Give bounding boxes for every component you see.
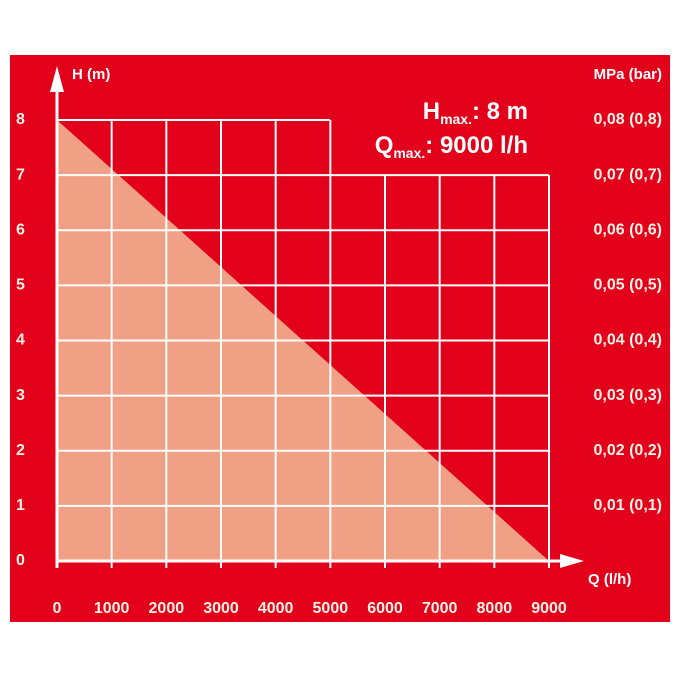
- x-tick-label: 3000: [203, 600, 239, 617]
- annotation-main: H: [423, 98, 440, 125]
- annotation: Hmax.: 8 m: [423, 98, 528, 126]
- y2-tick-label: 0,04 (0,4): [594, 332, 662, 349]
- y2-tick-label: 0,05 (0,5): [594, 277, 662, 294]
- y-axis-arrow: [50, 66, 64, 92]
- y-tick-label: 5: [16, 277, 25, 294]
- y-tick-label: 6: [16, 221, 25, 238]
- y2-tick-label: 0,03 (0,3): [594, 387, 662, 404]
- x-tick-label: 4000: [258, 600, 294, 617]
- annotation-suffix: : 9000 l/h: [425, 132, 528, 159]
- y-axis-label: H (m): [72, 66, 110, 83]
- y2-tick-label: 0,08 (0,8): [594, 111, 662, 128]
- y-tick-label: 2: [16, 442, 25, 459]
- y2-tick-label: 0,02 (0,2): [594, 442, 662, 459]
- x-tick-label: 1000: [94, 600, 130, 617]
- y-tick-label: 1: [16, 497, 25, 514]
- x-tick-label: 9000: [531, 600, 567, 617]
- x-axis-label: Q (l/h): [588, 571, 631, 588]
- annotation-subscript: max.: [393, 145, 425, 161]
- y-tick-label: 8: [16, 111, 25, 128]
- y-tick-label: 3: [16, 387, 25, 404]
- y2-tick-label: 0,01 (0,1): [594, 497, 662, 514]
- y-tick-label: 7: [16, 166, 25, 183]
- y2-axis-label: MPa (bar): [594, 66, 662, 83]
- x-tick-label: 8000: [477, 600, 513, 617]
- annotation: Qmax.: 9000 l/h: [375, 132, 528, 160]
- annotation-suffix: : 8 m: [472, 98, 528, 125]
- x-tick-label: 2000: [149, 600, 185, 617]
- y-tick-label: 4: [16, 332, 25, 349]
- x-tick-label: 7000: [422, 600, 458, 617]
- y-tick-label: 0: [16, 552, 25, 569]
- annotation-main: Q: [375, 132, 394, 159]
- annotation-subscript: max.: [440, 111, 472, 127]
- x-tick-label: 6000: [367, 600, 403, 617]
- x-axis-arrow: [560, 554, 584, 568]
- x-tick-label: 0: [53, 600, 62, 617]
- x-tick-label: 5000: [313, 600, 349, 617]
- y2-tick-label: 0,07 (0,7): [594, 166, 662, 183]
- y2-tick-label: 0,06 (0,6): [594, 221, 662, 238]
